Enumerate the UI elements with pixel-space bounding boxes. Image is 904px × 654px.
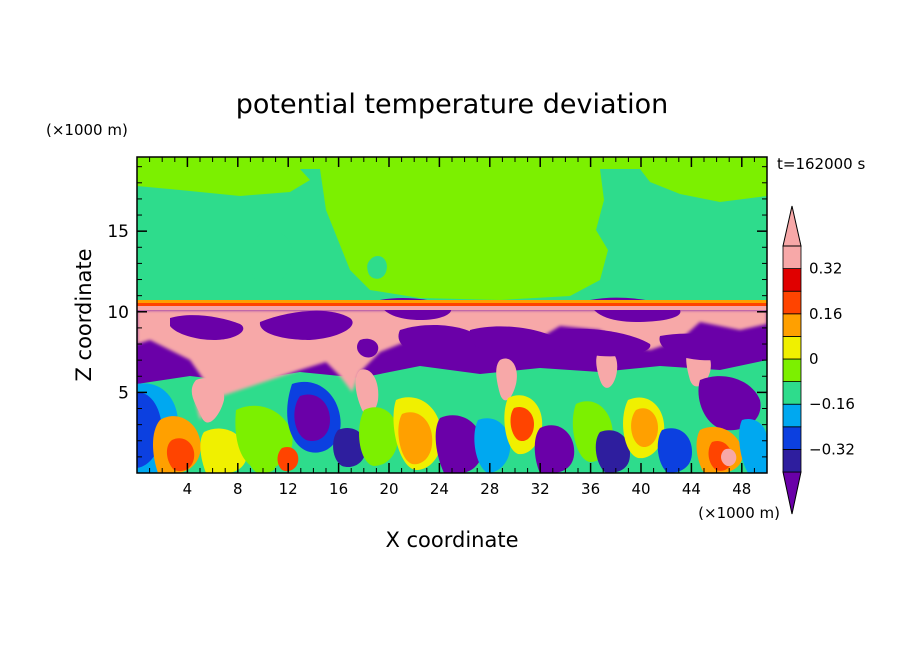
cbl-eddy-27 xyxy=(739,418,767,473)
cbl-eddy-22 xyxy=(657,428,692,473)
colorbar-band xyxy=(782,381,802,405)
time-label: t=162000 s xyxy=(777,155,865,173)
colorbar-tick-label: −0.32 xyxy=(809,440,855,458)
cbl-eddy-10 xyxy=(359,407,399,466)
cbl-eddy-13 xyxy=(435,415,483,473)
violet-blob-7 xyxy=(559,328,651,357)
x-tick-label: 4 xyxy=(183,480,193,498)
cbl-eddy-04 xyxy=(166,438,195,472)
x-tick-label: 36 xyxy=(581,480,600,498)
x-tick-label: 44 xyxy=(682,480,701,498)
cbl-eddy-12 xyxy=(398,412,433,465)
cbl-eddy-29 xyxy=(277,446,299,472)
x-tick-labels: 4 8 12 16 20 24 28 32 36 40 44 48 xyxy=(183,480,752,498)
x-unit-label: (×1000 m) xyxy=(698,504,780,522)
colorbar-tick-label: −0.16 xyxy=(809,395,855,413)
colorbar-tick-label: 0 xyxy=(809,350,819,368)
y-tick-label: 15 xyxy=(107,222,129,242)
colorbar-band xyxy=(782,268,802,292)
cbl-eddy-09 xyxy=(333,428,366,468)
violet-blob-4 xyxy=(398,324,481,354)
salmon-plume-4 xyxy=(596,349,618,388)
colorbar-tick-label: 0.16 xyxy=(809,305,842,323)
cbl-eddy-19 xyxy=(595,430,630,473)
x-axis-label: X coordinate xyxy=(385,528,518,552)
x-tick-label: 20 xyxy=(379,480,398,498)
colorbar-extend-low xyxy=(782,471,802,515)
cbl-eddy-17 xyxy=(534,425,575,473)
cbl-eddy-16 xyxy=(510,406,534,442)
colorbar-band xyxy=(782,426,802,450)
upper-green-patch-right xyxy=(640,169,767,202)
x-tick-label: 16 xyxy=(329,480,348,498)
violet-blob-2 xyxy=(259,310,353,340)
cbl-eddy-05 xyxy=(200,428,247,473)
contour-field xyxy=(137,157,767,473)
violet-blob-8 xyxy=(659,333,753,361)
x-tick-label: 48 xyxy=(732,480,751,498)
top-band xyxy=(137,157,767,169)
chart-title: potential temperature deviation xyxy=(236,89,668,120)
cbl-eddy-21 xyxy=(631,408,658,448)
y-tick-label: 5 xyxy=(118,383,129,403)
tropopause-stripe-pink xyxy=(137,306,767,310)
upper-dark-green-blob-3 xyxy=(367,255,387,279)
salmon-plume-2 xyxy=(355,369,379,415)
colorbar-tick-label: 0.32 xyxy=(809,260,842,278)
y-axis-label: Z coordinate xyxy=(72,248,96,381)
colorbar xyxy=(782,205,802,515)
cbl-eddy-28 xyxy=(248,447,276,473)
x-tick-label: 32 xyxy=(531,480,550,498)
colorbar-band xyxy=(782,448,802,473)
colorbar-band xyxy=(782,403,802,428)
x-axis-ticks xyxy=(149,157,755,473)
violet-blob-1 xyxy=(170,315,244,340)
violet-blob-9 xyxy=(357,338,379,358)
x-tick-label: 28 xyxy=(480,480,499,498)
cbl-eddy-23 xyxy=(698,376,761,431)
colorbar-extend-high xyxy=(782,205,802,247)
colorbar-band xyxy=(782,335,802,360)
x-tick-label: 8 xyxy=(233,480,243,498)
upper-green-region xyxy=(320,169,608,300)
x-tick-label: 40 xyxy=(631,480,650,498)
x-tick-label: 24 xyxy=(430,480,449,498)
y-axis-ticks xyxy=(137,166,767,458)
colorbar-band xyxy=(782,358,802,383)
y-tick-labels: 5 10 15 xyxy=(107,222,129,403)
tropopause-stripe-orange xyxy=(137,300,767,303)
y-unit-label: (×1000 m) xyxy=(46,121,128,139)
cbl-eddy-08 xyxy=(294,394,330,442)
colorbar-band xyxy=(782,290,802,315)
colorbar-band xyxy=(782,313,802,337)
y-tick-label: 10 xyxy=(107,303,129,323)
upper-dark-green-blob-2 xyxy=(682,236,717,276)
x-tick-label: 12 xyxy=(279,480,298,498)
cbl-eddy-14 xyxy=(474,418,511,473)
salmon-plume-3 xyxy=(496,358,517,401)
upper-green-patch-left xyxy=(137,169,310,196)
violet-blob-5 xyxy=(469,326,561,356)
cbl-eddy-26 xyxy=(721,448,737,467)
salmon-plume-1 xyxy=(191,378,225,423)
upper-dark-green-blob-1 xyxy=(250,231,293,285)
tropopause-stripe-red xyxy=(137,303,767,306)
colorbar-labels: 0.32 0.16 0 −0.16 −0.32 xyxy=(809,260,855,459)
colorbar-band xyxy=(782,245,802,270)
